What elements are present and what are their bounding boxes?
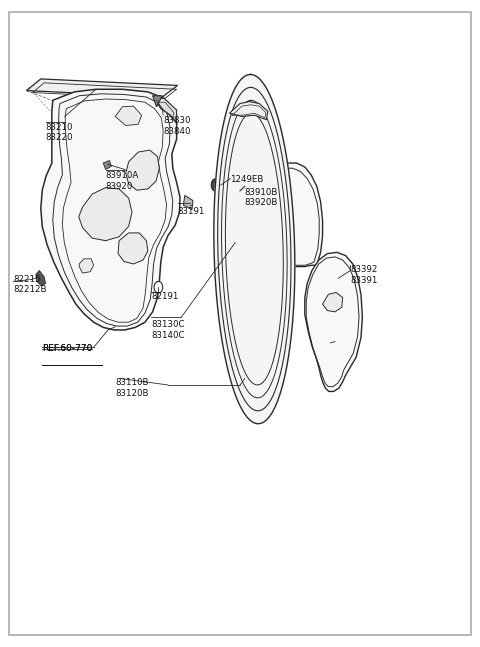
Polygon shape xyxy=(305,252,362,391)
Polygon shape xyxy=(183,195,193,210)
Text: 83830
83840: 83830 83840 xyxy=(163,116,191,136)
Polygon shape xyxy=(103,160,111,170)
Text: 83910A
83920: 83910A 83920 xyxy=(106,171,139,191)
Text: 83392
83391: 83392 83391 xyxy=(350,265,378,285)
Text: 82191: 82191 xyxy=(151,292,179,302)
Polygon shape xyxy=(126,150,159,190)
Polygon shape xyxy=(79,259,94,273)
Polygon shape xyxy=(118,233,148,264)
Polygon shape xyxy=(115,106,142,126)
Circle shape xyxy=(211,179,221,192)
Polygon shape xyxy=(262,163,323,267)
Text: 82215
82212B: 82215 82212B xyxy=(13,275,47,294)
Text: 83130C
83140C: 83130C 83140C xyxy=(151,320,185,340)
Text: 83191: 83191 xyxy=(178,207,205,216)
Polygon shape xyxy=(214,74,295,424)
Polygon shape xyxy=(229,102,268,120)
Text: 83910B
83920B: 83910B 83920B xyxy=(245,188,278,207)
Polygon shape xyxy=(153,96,162,107)
Text: REF.60-770: REF.60-770 xyxy=(42,344,93,353)
Polygon shape xyxy=(41,89,180,330)
Text: REF.60-770: REF.60-770 xyxy=(42,344,93,353)
Text: 83210
83220: 83210 83220 xyxy=(46,123,73,142)
Circle shape xyxy=(154,281,163,293)
Polygon shape xyxy=(79,188,132,241)
Polygon shape xyxy=(26,79,178,97)
Text: 1249EB: 1249EB xyxy=(230,175,264,184)
Text: 83110B
83120B: 83110B 83120B xyxy=(115,378,149,398)
Polygon shape xyxy=(155,98,177,123)
Polygon shape xyxy=(323,292,343,312)
Polygon shape xyxy=(36,270,46,286)
